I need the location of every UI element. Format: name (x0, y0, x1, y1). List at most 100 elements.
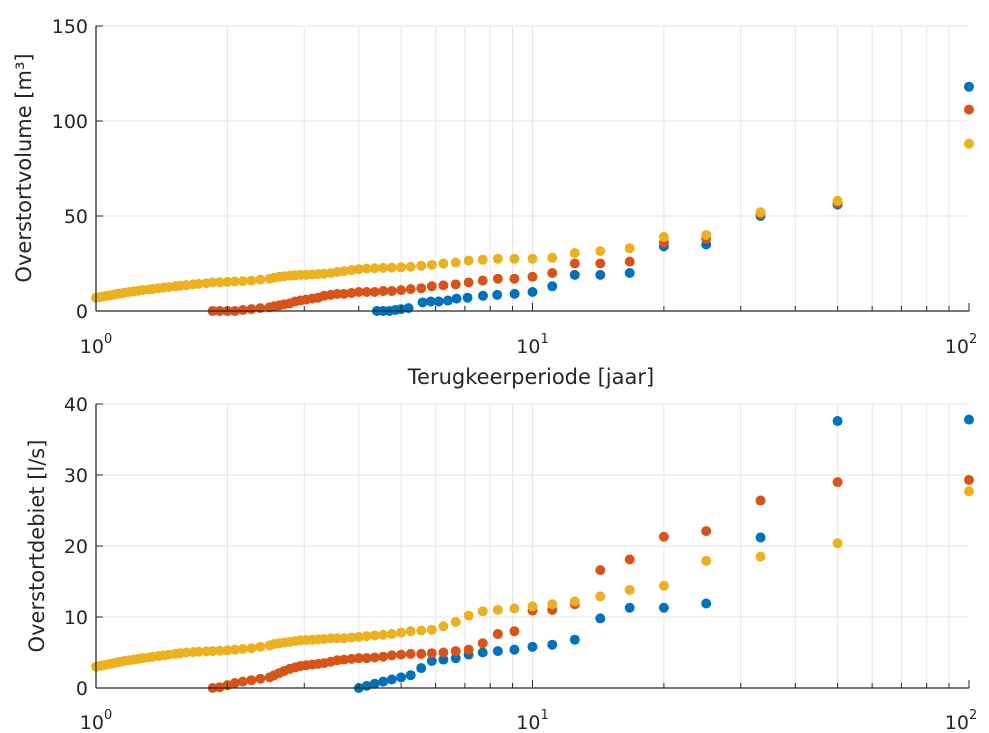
discharge-series-3-point (386, 629, 397, 640)
volume-series-3-point (658, 231, 669, 242)
discharge-series-2-point (386, 650, 397, 661)
discharge-series-3-point (255, 641, 266, 652)
discharge-series-2-point (426, 648, 437, 659)
volume-series-3-point (450, 257, 461, 268)
y-tick-label: 150 (52, 16, 88, 38)
discharge-series-3-point (450, 616, 461, 627)
discharge-series-1-point (755, 532, 766, 543)
discharge-series-3-point (658, 580, 669, 591)
volume-series-2-point (438, 280, 449, 291)
volume-series-1-point (547, 281, 558, 292)
discharge-grid (96, 403, 969, 688)
discharge-series-1-point (450, 653, 461, 664)
volume-axes (95, 25, 970, 312)
discharge-series-2-point (450, 646, 461, 657)
discharge-series-2-point (832, 477, 843, 488)
discharge-series-1-point (378, 676, 389, 687)
discharge-series-3-point (547, 599, 558, 610)
discharge-series-3-point (207, 646, 218, 657)
volume-series-3-point (527, 253, 538, 264)
x-tick-label: 100 (80, 332, 112, 358)
discharge-y-axis-label: Overstortdebiet [l/s] (25, 440, 49, 653)
volume-series-2-point (547, 268, 558, 278)
discharge-series-3-point (246, 643, 257, 654)
volume-series-1-point (462, 292, 473, 303)
discharge-series-3-point (477, 606, 488, 617)
volume-series-2-point (492, 273, 503, 284)
discharge-series-2-point (755, 495, 766, 506)
volume-series-2-point (477, 275, 488, 286)
volume-series-3-point (755, 207, 766, 218)
discharge-series-2-point (964, 474, 974, 485)
discharge-series-2-point (701, 526, 712, 537)
discharge-series-2-point (438, 647, 449, 658)
volume-series-2-point (361, 287, 372, 297)
volume-series-2-point (416, 283, 427, 294)
discharge-series-2-point (396, 649, 407, 660)
volume-series-3-point (396, 262, 407, 273)
volume-series-3-point (207, 277, 218, 288)
volume-series-3-point (547, 252, 558, 263)
x-tick-label: 102 (945, 708, 977, 733)
discharge-series-3-point (369, 630, 380, 641)
volume-series-1-point (595, 269, 606, 280)
discharge-series-3-point (346, 632, 357, 643)
discharge-series-2-point (595, 565, 606, 576)
volume-y-axis-label: Overstortvolume [m³] (12, 53, 36, 282)
volume-series-1-point (477, 290, 488, 301)
discharge-series-1-point (492, 646, 503, 657)
volume-series-2-point (964, 104, 974, 115)
discharge-series-3-point (964, 486, 974, 497)
volume-series-3-point (339, 266, 350, 277)
discharge-series-2-point (369, 652, 380, 663)
volume-series-2-point (396, 285, 407, 296)
volume-series-1-point (964, 81, 974, 92)
volume-series-2-point (378, 286, 389, 297)
volume-series-2-point (405, 284, 416, 295)
volume-series-3-point (477, 254, 488, 265)
volume-series-3-point (701, 230, 712, 240)
volume-series-1-point (492, 289, 503, 300)
volume-series-3-point (229, 276, 240, 287)
volume-series-2-point (369, 287, 380, 297)
discharge-series-3-point (378, 629, 389, 640)
discharge-series-3-point (416, 625, 427, 636)
volume-series-1-point (433, 296, 444, 307)
discharge-series-2-point (237, 676, 248, 687)
discharge-series-1-point (624, 602, 635, 613)
discharge-series-1-point (964, 414, 974, 425)
y-tick-label: 100 (52, 111, 88, 133)
discharge-series-2-point (463, 644, 474, 655)
discharge-series-2-point (214, 682, 225, 693)
volume-series-3-point (509, 253, 520, 264)
volume-series-2-point (463, 277, 474, 288)
volume-series-3-point (624, 243, 635, 254)
volume-series-3-point (405, 261, 416, 272)
volume-series-3-point (438, 258, 449, 269)
discharge-series-2-point (624, 554, 635, 565)
volume-series-3-point (595, 246, 606, 257)
y-tick-label: 0 (76, 678, 88, 700)
y-tick-label: 0 (76, 301, 88, 323)
discharge-series-2-point (246, 675, 257, 686)
discharge-series-2-point (405, 648, 416, 659)
discharge-y-ticks: 0 10 20 30 40 (64, 394, 88, 700)
discharge-series-3-point (569, 596, 580, 607)
discharge-series-3-point (237, 643, 248, 654)
discharge-series-1-point (477, 647, 488, 658)
discharge-series-3-point (229, 644, 240, 655)
discharge-series-1-point (386, 674, 397, 685)
discharge-series-3-point (353, 631, 364, 642)
discharge-series-2-point (378, 651, 389, 662)
volume-series-3-point (369, 263, 380, 274)
discharge-series-1-point (658, 602, 669, 613)
discharge-series-3-point (509, 603, 520, 614)
discharge-series-1-point (416, 663, 427, 674)
volume-points (91, 81, 974, 316)
discharge-series-2-point (492, 629, 503, 640)
discharge-series-3-point (193, 646, 204, 657)
volume-series-1-point (509, 288, 520, 299)
discharge-series-3-point (624, 585, 635, 596)
volume-series-1-point (527, 287, 538, 297)
